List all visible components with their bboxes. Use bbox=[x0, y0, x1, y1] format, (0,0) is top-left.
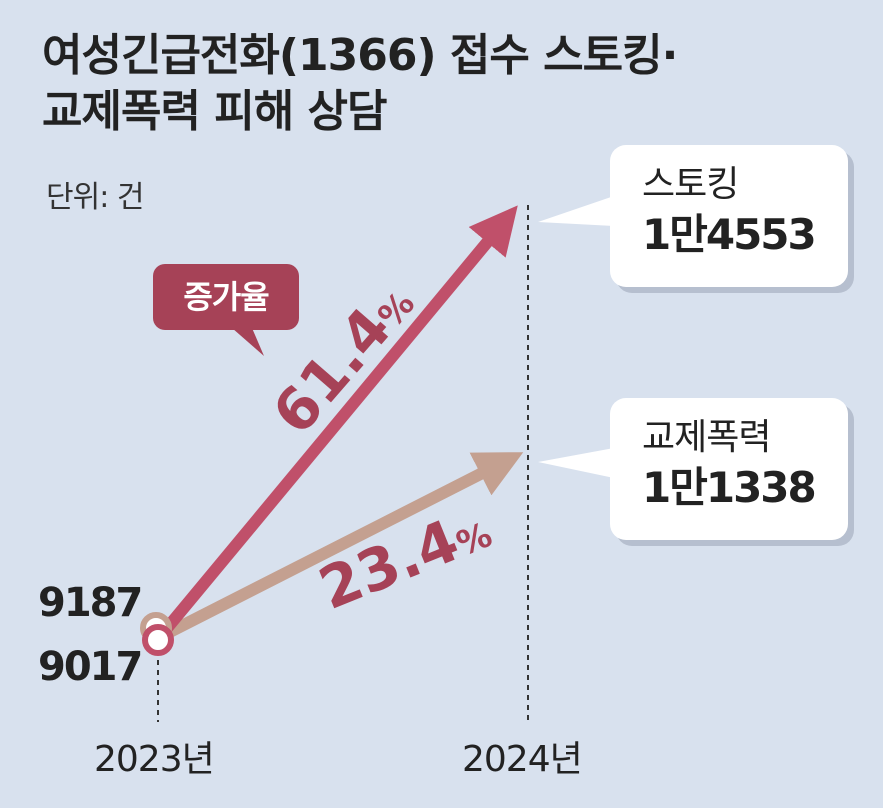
callout-dating-violence: 교제폭력 1만1338 bbox=[610, 398, 848, 540]
bubble-tail-2 bbox=[538, 448, 614, 478]
start-point-stalking bbox=[142, 624, 174, 656]
callout-dating-violence-value: 1만1338 bbox=[642, 463, 817, 512]
title-line-1: 여성긴급전화(1366) 접수 스토킹· bbox=[42, 30, 678, 81]
series-line-stalking bbox=[153, 205, 518, 643]
title-line-2: 교제폭력 피해 상담 bbox=[42, 86, 387, 137]
x-tick-2024: 2024년 bbox=[462, 739, 583, 780]
growth-rate-badge: 증가율 bbox=[153, 264, 299, 330]
bubble-tail-1 bbox=[538, 196, 614, 226]
badge-tail bbox=[232, 328, 264, 356]
start-value-stalking: 9017 bbox=[38, 644, 143, 690]
callout-stalking-value: 1만4553 bbox=[642, 210, 817, 259]
callout-dating-violence-name: 교제폭력 bbox=[642, 417, 771, 458]
x-tick-2023: 2023년 bbox=[94, 739, 215, 780]
chart-title: 여성긴급전화(1366) 접수 스토킹· 교제폭력 피해 상담 bbox=[42, 28, 842, 140]
unit-label: 단위: 건 bbox=[46, 180, 144, 215]
start-value-dating-violence: 9187 bbox=[38, 580, 143, 626]
series-line-dating-violence bbox=[155, 452, 524, 644]
callout-stalking: 스토킹 1만4553 bbox=[610, 145, 848, 287]
callout-stalking-name: 스토킹 bbox=[642, 164, 739, 205]
